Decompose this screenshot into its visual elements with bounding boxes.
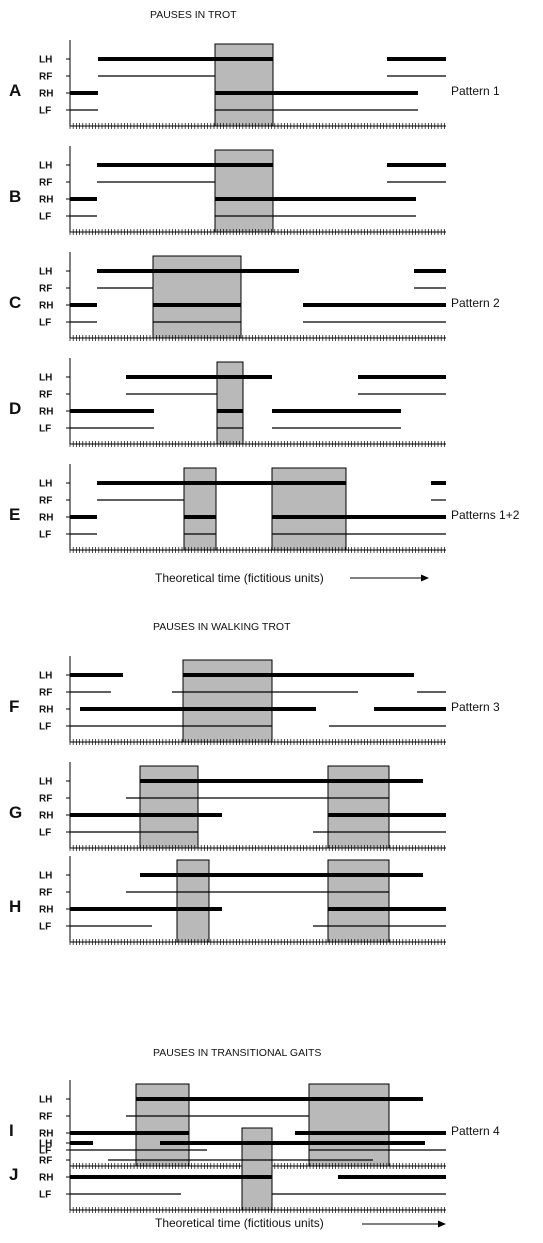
leg-label-lh-i: LH (39, 1095, 52, 1106)
x-axis-label-upper: Theoretical time (fictitious units) (155, 571, 324, 585)
x-axis-arrow-head-upper (421, 574, 429, 582)
pattern-label-e: Patterns 1+2 (451, 508, 520, 522)
pause-h-2 (327, 859, 390, 943)
leg-label-rf-d: RF (39, 390, 52, 401)
panel-c: C LH RF RH LF Pattern 2 (9, 252, 500, 341)
leg-label-rf-e: RF (39, 496, 52, 507)
panel-letter-e: E (9, 505, 20, 524)
leg-label-rh-e: RH (39, 513, 53, 524)
leg-label-lf-a: LF (39, 106, 51, 117)
leg-label-rh-c: RH (39, 301, 53, 312)
x-axis-ticks-b (69, 229, 445, 235)
x-axis-ticks-a (69, 123, 445, 129)
leg-label-rh-a: RH (39, 89, 53, 100)
pattern-label-a: Pattern 1 (451, 84, 500, 98)
leg-label-lf-d: LF (39, 424, 51, 435)
leg-label-rf-h: RF (39, 888, 52, 899)
pattern-label-c: Pattern 2 (451, 296, 500, 310)
leg-label-lf-h: LF (39, 922, 51, 933)
leg-label-lh-d: LH (39, 373, 52, 384)
leg-label-rf-i: RF (39, 1112, 52, 1123)
pause-c-1 (152, 255, 242, 339)
pause-g-2 (327, 765, 390, 849)
leg-label-lf-g: LF (39, 828, 51, 839)
x-axis-ticks-d (69, 441, 445, 447)
leg-label-lh-f: LH (39, 671, 52, 682)
leg-label-rf-f: RF (39, 688, 52, 699)
pause-b-1 (214, 149, 274, 233)
pause-e-1 (183, 467, 217, 551)
panel-letter-d: D (9, 399, 21, 418)
x-axis-ticks-f (69, 739, 445, 745)
leg-label-lf-c: LF (39, 318, 51, 329)
x-axis-ticks-g (69, 845, 445, 851)
leg-label-rh-d: RH (39, 407, 53, 418)
leg-label-rh-f: RH (39, 705, 53, 716)
x-axis-arrow-head-lower (438, 1220, 446, 1228)
leg-label-lh-c: LH (39, 267, 52, 278)
pattern-label-f: Pattern 3 (451, 700, 500, 714)
leg-label-rf-g: RF (39, 794, 52, 805)
panel-d: D LH RF RH LF (9, 358, 446, 447)
pause-h-1 (176, 859, 210, 943)
panel-letter-g: G (9, 803, 22, 822)
panel-letter-a: A (9, 81, 21, 100)
leg-label-rh-h: RH (39, 905, 53, 916)
pause-i-2 (308, 1083, 390, 1167)
x-axis-ticks-h (69, 939, 445, 945)
panel-f: F LH RF RH LF Pattern 3 (9, 656, 500, 745)
pause-j-1 (241, 1127, 273, 1211)
leg-label-lf-i: LF (39, 1146, 51, 1157)
panel-j: J LH RF RH LF (9, 1124, 446, 1213)
leg-label-lh-h: LH (39, 871, 52, 882)
pause-d-1 (216, 361, 244, 445)
panels-group: A LH RF RH LF Pattern 1 B LH RF RH LF C LH RF RH LF Patt… (9, 40, 520, 1213)
pattern-label-i: Pattern 4 (451, 1124, 500, 1138)
panel-b: B LH RF RH LF (9, 146, 446, 235)
leg-label-lh-e: LH (39, 479, 52, 490)
section-title-trot: PAUSES IN TROT (150, 9, 237, 21)
leg-label-rf-j: RF (39, 1156, 52, 1167)
x-axis-ticks-e (69, 547, 445, 553)
panel-letter-f: F (9, 697, 19, 716)
leg-label-rf-b: RF (39, 178, 52, 189)
leg-label-rf-c: RF (39, 284, 52, 295)
leg-label-lh-g: LH (39, 777, 52, 788)
panel-letter-h: H (9, 897, 21, 916)
panel-letter-b: B (9, 187, 21, 206)
panel-a: A LH RF RH LF Pattern 1 (9, 40, 500, 129)
panel-i: I LH RF RH LF Pattern 4 (9, 1080, 500, 1169)
leg-label-lf-b: LF (39, 212, 51, 223)
pause-f-1 (182, 659, 273, 743)
pause-i-1 (135, 1083, 190, 1167)
panel-h: H LH RF RH LF (9, 856, 446, 945)
leg-label-rh-b: RH (39, 195, 53, 206)
x-axis-label-lower: Theoretical time (fictitious units) (155, 1216, 324, 1230)
x-axis-ticks-c (69, 335, 445, 341)
leg-label-lf-e: LF (39, 530, 51, 541)
leg-label-lh-b: LH (39, 161, 52, 172)
panel-letter-c: C (9, 293, 21, 312)
leg-label-lf-j: LF (39, 1190, 51, 1201)
panel-letter-i: I (9, 1121, 14, 1140)
leg-label-rh-j: RH (39, 1173, 53, 1184)
leg-label-rf-a: RF (39, 72, 52, 83)
leg-label-lf-f: LF (39, 722, 51, 733)
leg-label-rh-i: RH (39, 1129, 53, 1140)
leg-label-lh-j: LH (39, 1139, 52, 1150)
leg-label-rh-g: RH (39, 811, 53, 822)
pause-g-1 (139, 765, 199, 849)
section-title-transitional-gaits: PAUSES IN TRANSITIONAL GAITS (153, 1047, 321, 1059)
section-title-walking-trot: PAUSES IN WALKING TROT (153, 621, 291, 633)
pause-a-1 (214, 43, 274, 127)
x-axis-ticks-j (69, 1207, 445, 1213)
pause-e-2 (271, 467, 347, 551)
leg-label-lh-a: LH (39, 55, 52, 66)
panel-e: E LH RF RH LF Patterns 1+2 (9, 464, 520, 553)
panel-letter-j: J (9, 1165, 18, 1184)
panel-g: G LH RF RH LF (9, 762, 446, 851)
